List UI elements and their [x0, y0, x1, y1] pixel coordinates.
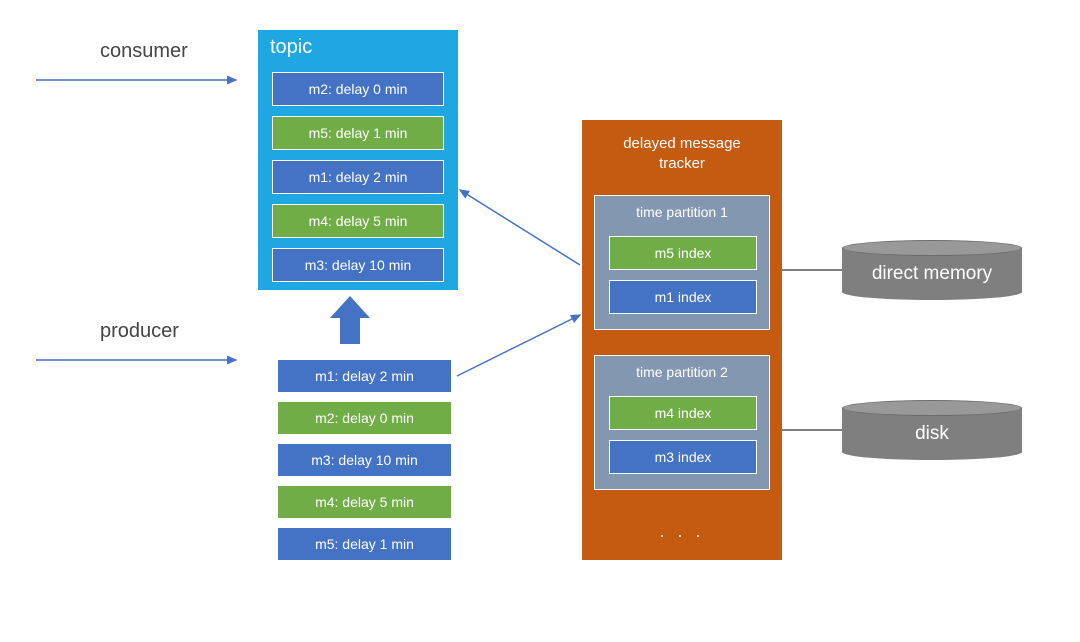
storage-label: disk	[842, 423, 1022, 445]
producer-label: producer	[100, 320, 179, 343]
storage-label: direct memory	[842, 263, 1022, 285]
up-arrow-icon	[330, 296, 370, 344]
incoming-message: m2: delay 0 min	[277, 401, 452, 435]
time-partition: time partition 1 m5 index m1 index	[594, 195, 770, 330]
tracker-container: delayed message tracker . . . time parti…	[582, 120, 782, 560]
time-partition-title: time partition 2	[595, 364, 769, 380]
time-partition-title: time partition 1	[595, 204, 769, 220]
tracker-to-topic-arrow	[460, 190, 580, 265]
incoming-message: m5: delay 1 min	[277, 527, 452, 561]
storage-cylinder: direct memory	[842, 240, 1022, 300]
incoming-message: m1: delay 2 min	[277, 359, 452, 393]
tracker-title: delayed message tracker	[582, 134, 782, 175]
partition-index-item: m1 index	[609, 280, 757, 314]
tracker-ellipsis: . . .	[582, 521, 782, 542]
partition-index-item: m4 index	[609, 396, 757, 430]
incoming-message: m3: delay 10 min	[277, 443, 452, 477]
partition-index-item: m3 index	[609, 440, 757, 474]
incoming-message: m4: delay 5 min	[277, 485, 452, 519]
partition-index-item: m5 index	[609, 236, 757, 270]
topic-message: m2: delay 0 min	[272, 72, 444, 106]
topic-message: m4: delay 5 min	[272, 204, 444, 238]
topic-title: topic	[270, 36, 312, 59]
topic-message: m5: delay 1 min	[272, 116, 444, 150]
topic-message: m1: delay 2 min	[272, 160, 444, 194]
storage-cylinder: disk	[842, 400, 1022, 460]
topic-container: topic m2: delay 0 min m5: delay 1 min m1: …	[258, 30, 458, 290]
incoming-to-tracker-arrow	[457, 315, 580, 376]
topic-message: m3: delay 10 min	[272, 248, 444, 282]
consumer-label: consumer	[100, 40, 188, 63]
time-partition: time partition 2 m4 index m3 index	[594, 355, 770, 490]
